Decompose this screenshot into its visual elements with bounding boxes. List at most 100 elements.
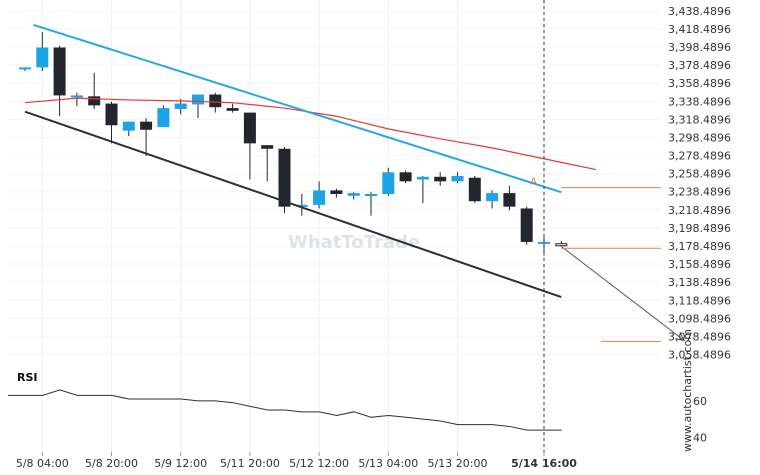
candle: [140, 118, 153, 157]
candle-body: [140, 121, 153, 130]
candle-body: [313, 190, 326, 205]
time-tick-label: 5/8 04:00: [16, 457, 69, 470]
price-tick-label: 3,238.4896: [668, 186, 731, 199]
price-tick-label: 3,178.4896: [668, 240, 731, 253]
candle-body: [122, 121, 135, 131]
price-tick-label: 3,438.4896: [668, 5, 731, 18]
rsi-panel: 60 40: [8, 389, 707, 444]
candle-body: [53, 47, 66, 96]
price-tick-label: 3,078.4896: [668, 330, 731, 343]
watermark-text: WhatToTrade: [288, 232, 420, 253]
channel-upper-line: [33, 23, 562, 194]
candle-body: [174, 103, 187, 109]
price-axis: 3,438.4896 3,418.4896 3,398.4896 3,378.4896…: [668, 5, 731, 362]
time-axis: 5/8 04:00 5/8 20:00 5/9 12:00 5/11 20:00 5/1…: [16, 452, 577, 470]
price-tick-label: 3,098.4896: [668, 312, 731, 325]
price-tick-label: 3,358.4896: [668, 77, 731, 90]
watermark: WhatToTrade: [288, 232, 420, 253]
candle-body: [261, 145, 274, 149]
candle-body: [416, 176, 429, 180]
candle: [261, 145, 274, 182]
time-tick-label: 5/11 20:00: [220, 457, 280, 470]
time-tick-label: 5/9 12:00: [154, 457, 207, 470]
candle-body: [88, 96, 101, 106]
price-tick-label: 3,138.4896: [668, 276, 731, 289]
price-tick-label: 3,338.4896: [668, 95, 731, 108]
candle-body: [468, 177, 481, 202]
candle: [555, 241, 568, 247]
price-tick-label: 3,318.4896: [668, 113, 731, 126]
candle: [105, 101, 118, 144]
candle-body: [226, 108, 239, 111]
price-tick-label: 3,298.4896: [668, 131, 731, 144]
candle: [295, 193, 308, 216]
candle: [174, 99, 187, 115]
candle-body: [278, 148, 291, 207]
forecast-arrow-head: [675, 332, 686, 342]
candle-body: [486, 193, 499, 202]
candle-body: [19, 67, 31, 70]
candle-body: [451, 175, 464, 182]
candle: [468, 175, 481, 204]
price-tick-label: 3,118.4896: [668, 294, 731, 307]
candle: [520, 206, 533, 245]
candle-body: [382, 172, 395, 194]
price-tick-label: 3,218.4896: [668, 204, 731, 217]
candle-body: [36, 47, 49, 68]
time-tick-label: 5/12 12:00: [289, 457, 349, 470]
candle-body: [243, 112, 256, 144]
grid: [8, 0, 661, 452]
candle: [451, 172, 464, 184]
rsi-tick-label: 60: [693, 395, 707, 408]
candle: [347, 192, 360, 200]
candle-body: [555, 243, 568, 247]
candles: [19, 32, 568, 256]
candle-body: [105, 103, 118, 126]
candle-body: [520, 208, 533, 242]
candle-body: [399, 172, 412, 182]
levels: A: [530, 176, 661, 342]
candle-body: [347, 193, 360, 196]
candle-body: [503, 193, 516, 207]
rsi-label: RSI: [17, 371, 38, 384]
time-tick-label: 5/13 04:00: [358, 457, 418, 470]
price-tick-label: 3,418.4896: [668, 23, 731, 36]
candle-body: [70, 95, 83, 98]
forecast-arrow-line: [560, 246, 685, 341]
rsi-line: [8, 389, 562, 431]
candle: [399, 170, 412, 184]
candle: [382, 167, 395, 196]
candle-body: [192, 94, 204, 105]
rsi-tick-label: 40: [693, 431, 707, 444]
price-tick-label: 3,198.4896: [668, 222, 731, 235]
candle: [416, 175, 429, 204]
candle: [157, 105, 170, 128]
price-tick-label: 3,398.4896: [668, 41, 731, 54]
candle: [53, 45, 66, 117]
candle-body: [157, 108, 170, 128]
price-tick-label: 3,158.4896: [668, 258, 731, 271]
candle: [365, 192, 377, 216]
price-tick-label: 3,258.4896: [668, 168, 731, 181]
price-tick-label: 3,378.4896: [668, 59, 731, 72]
candle: [19, 67, 31, 72]
channel-lower-line: [24, 110, 562, 299]
time-tick-label: 5/13 20:00: [428, 457, 488, 470]
candle: [36, 32, 49, 72]
candle-body: [295, 204, 308, 207]
candle: [243, 112, 256, 180]
candle: [88, 72, 101, 109]
price-tick-label: 3,278.4896: [668, 150, 731, 163]
price-tick-label: 3,058.4896: [668, 349, 731, 362]
candle-body: [330, 190, 343, 194]
candle: [330, 188, 343, 198]
candle: [226, 103, 239, 113]
candle: [209, 92, 222, 113]
autochartist-credit: www.autochartist.com: [681, 329, 694, 452]
time-tick-label: 5/14 16:00: [511, 457, 577, 470]
candle: [503, 185, 516, 211]
candle: [313, 181, 326, 209]
candle: [70, 92, 83, 107]
candle-body: [209, 94, 222, 108]
time-tick-label: 5/8 20:00: [85, 457, 138, 470]
